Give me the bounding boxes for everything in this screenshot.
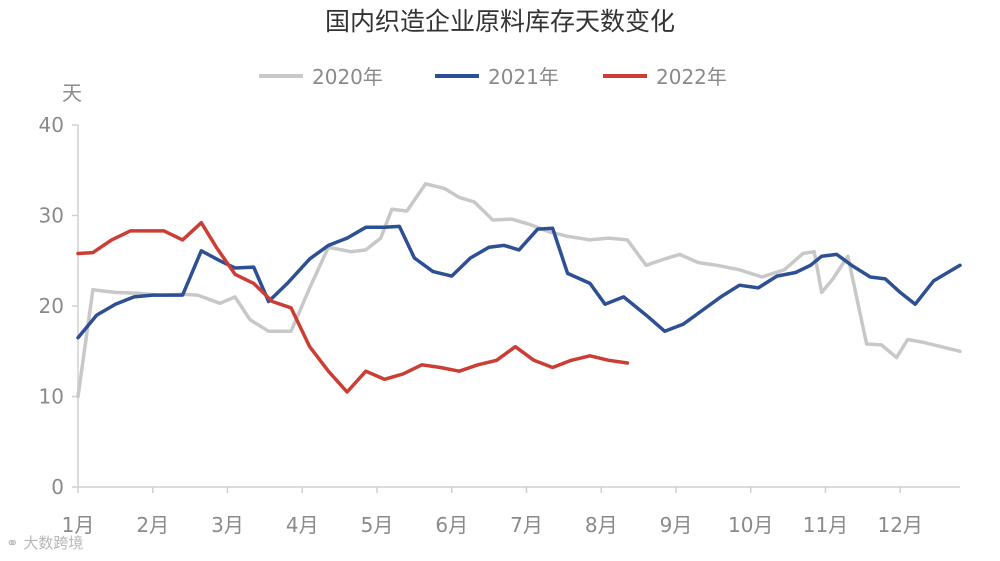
x-ticks: 1月 2月 3月 4月 5月 6月 7月 8月 9月 10月 11月 12月 (62, 487, 923, 537)
x-tick-label: 10月 (728, 513, 773, 537)
x-tick-label: 1月 (62, 513, 95, 537)
legend-label-2021: 2021年 (488, 65, 559, 89)
legend: 2020年 2021年 2022年 (259, 65, 727, 89)
y-ticks: 0 10 20 30 40 (39, 113, 78, 499)
y-tick-label: 30 (39, 204, 64, 228)
x-tick-label: 6月 (435, 513, 468, 537)
series-line-2021 (76, 224, 962, 340)
y-tick-label: 0 (51, 475, 64, 499)
legend-label-2022: 2022年 (656, 65, 727, 89)
watermark-logo-icon: ⚭ (6, 534, 19, 552)
y-axis-unit: 天 (62, 81, 82, 105)
x-tick-label: 9月 (660, 513, 693, 537)
series-lines (76, 182, 962, 399)
x-tick-label: 4月 (286, 513, 319, 537)
x-tick-label: 7月 (510, 513, 543, 537)
x-tick-label: 11月 (803, 513, 848, 537)
axes (77, 125, 960, 488)
chart-title: 国内织造企业原料库存天数变化 (325, 7, 675, 36)
x-tick-label: 2月 (136, 513, 169, 537)
y-tick-label: 10 (39, 385, 64, 409)
x-tick-label: 8月 (585, 513, 618, 537)
x-tick-label: 3月 (211, 513, 244, 537)
legend-label-2020: 2020年 (312, 65, 383, 89)
y-tick-label: 20 (39, 294, 64, 318)
y-tick-label: 40 (39, 113, 64, 137)
watermark-text: 大数跨境 (23, 534, 84, 552)
series-line-2022 (76, 220, 630, 394)
x-tick-label: 12月 (877, 513, 922, 537)
watermark: ⚭ 大数跨境 (6, 532, 83, 553)
x-tick-label: 5月 (361, 513, 394, 537)
series-line-2020 (76, 182, 962, 399)
